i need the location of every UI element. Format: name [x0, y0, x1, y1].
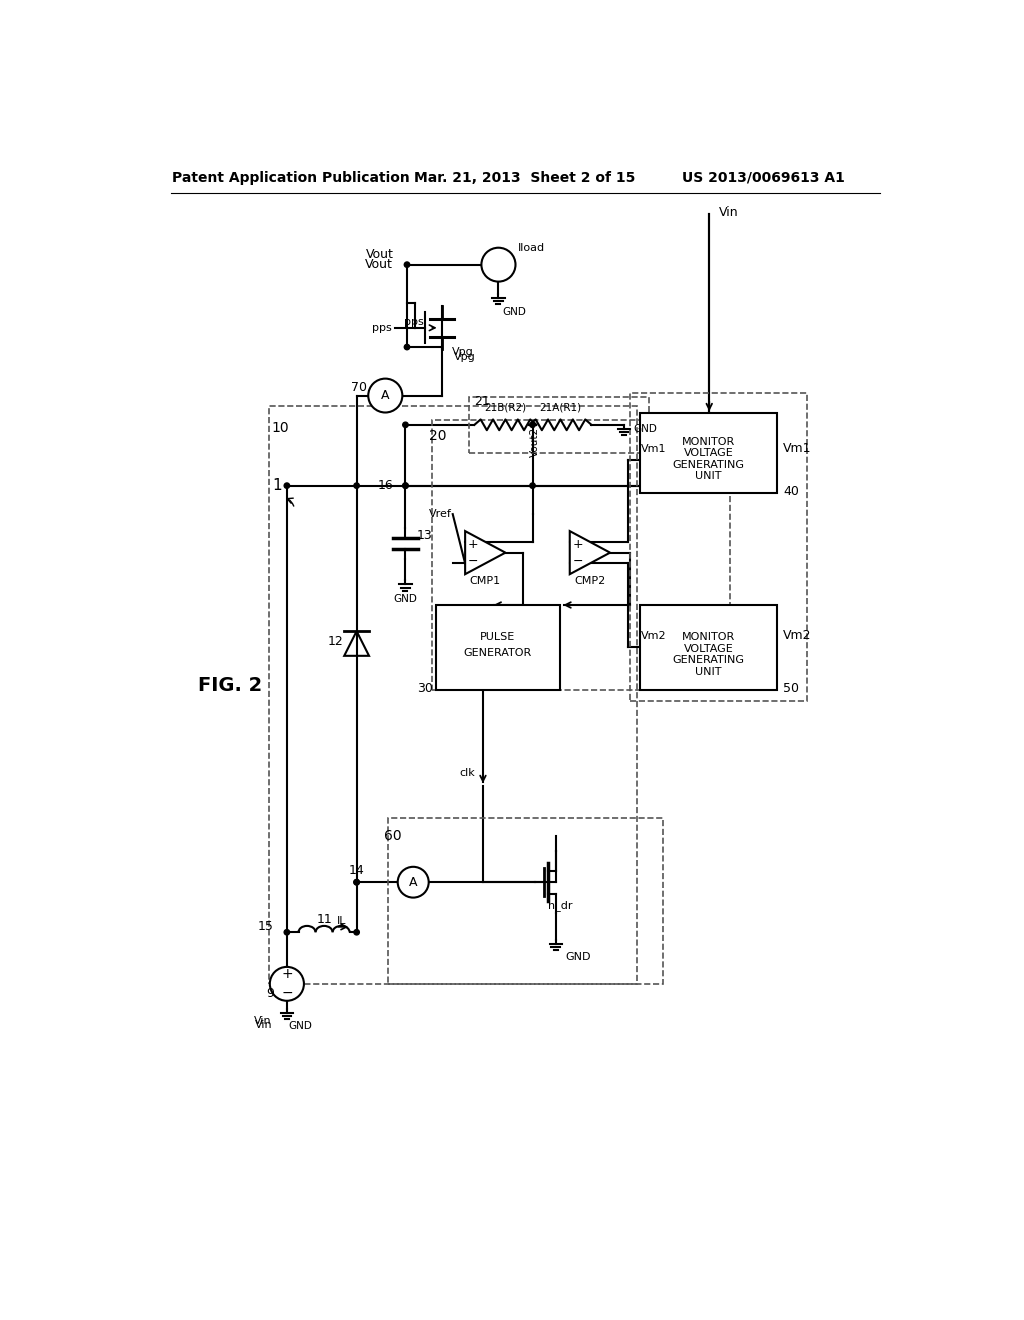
Text: 30: 30	[417, 681, 432, 694]
Text: n_dr: n_dr	[548, 900, 572, 911]
Text: +: +	[572, 537, 583, 550]
Circle shape	[285, 483, 290, 488]
Text: Vm2: Vm2	[641, 631, 667, 640]
Bar	[630, 393, 807, 701]
Circle shape	[404, 261, 410, 268]
Text: 11: 11	[316, 912, 332, 925]
Text: Vin: Vin	[719, 206, 738, 219]
Text: GND: GND	[633, 424, 657, 434]
Text: 50: 50	[783, 681, 799, 694]
Circle shape	[481, 248, 515, 281]
Text: pps: pps	[372, 323, 391, 333]
Circle shape	[404, 345, 410, 350]
Circle shape	[354, 483, 359, 488]
Circle shape	[270, 966, 304, 1001]
Text: GND: GND	[566, 952, 592, 962]
Text: +: +	[281, 966, 293, 981]
Text: US 2013/0069613 A1: US 2013/0069613 A1	[682, 170, 845, 185]
Text: IL: IL	[337, 916, 347, 925]
Text: Vout: Vout	[366, 248, 394, 261]
Bar	[388, 818, 663, 983]
Circle shape	[354, 879, 359, 884]
Circle shape	[402, 483, 409, 488]
Text: 16: 16	[377, 479, 393, 492]
Circle shape	[354, 879, 359, 884]
Text: Mar. 21, 2013  Sheet 2 of 15: Mar. 21, 2013 Sheet 2 of 15	[414, 170, 636, 185]
Text: Iload: Iload	[518, 243, 545, 252]
Text: Patent Application Publication: Patent Application Publication	[172, 170, 410, 185]
Text: 21B(R2): 21B(R2)	[484, 403, 526, 413]
Text: 15: 15	[258, 920, 273, 933]
Text: Vout: Vout	[366, 259, 393, 271]
Bar	[435, 605, 560, 689]
Circle shape	[529, 422, 536, 428]
Text: PULSE: PULSE	[480, 632, 515, 643]
Text: GENERATING: GENERATING	[673, 656, 744, 665]
Text: Vpg: Vpg	[452, 347, 474, 358]
Text: Vm2: Vm2	[783, 630, 811, 643]
Bar	[640, 605, 777, 689]
Text: 1: 1	[272, 478, 282, 494]
Text: −: −	[572, 554, 583, 568]
Text: pps: pps	[404, 317, 424, 326]
Text: FIG. 2: FIG. 2	[199, 676, 262, 696]
Text: 21A(R1): 21A(R1)	[540, 403, 582, 413]
Text: MONITOR: MONITOR	[682, 632, 735, 643]
Text: 70: 70	[350, 381, 367, 395]
Text: 10: 10	[271, 421, 290, 434]
Circle shape	[402, 483, 409, 488]
Text: CMP1: CMP1	[470, 576, 501, 586]
Text: −: −	[281, 986, 293, 1001]
Text: Vout2: Vout2	[529, 426, 540, 457]
Circle shape	[285, 929, 290, 935]
Text: VOLTAGE: VOLTAGE	[684, 644, 733, 653]
Text: GND: GND	[393, 594, 418, 603]
Circle shape	[369, 379, 402, 413]
Text: Vm1: Vm1	[641, 444, 667, 454]
Text: 20: 20	[429, 429, 446, 442]
Text: MONITOR: MONITOR	[682, 437, 735, 446]
Bar	[269, 407, 637, 983]
Text: clk: clk	[460, 768, 475, 777]
Text: VOLTAGE: VOLTAGE	[684, 449, 733, 458]
Text: 21: 21	[474, 395, 490, 408]
Text: Vin: Vin	[255, 1019, 272, 1030]
Text: A: A	[381, 389, 389, 403]
Text: GENERATING: GENERATING	[673, 459, 744, 470]
Text: 13: 13	[417, 529, 433, 543]
Text: 14: 14	[349, 865, 365, 878]
Bar	[432, 420, 730, 689]
Text: Vm1: Vm1	[783, 442, 811, 455]
Bar	[469, 397, 649, 453]
Circle shape	[397, 867, 429, 898]
Text: UNIT: UNIT	[695, 667, 722, 677]
Text: CMP2: CMP2	[574, 576, 605, 586]
Text: GND: GND	[502, 308, 526, 317]
Circle shape	[402, 422, 409, 428]
Text: 12: 12	[328, 635, 343, 648]
Text: 9: 9	[266, 987, 273, 1001]
Text: Vpg: Vpg	[454, 352, 475, 362]
Text: Vref: Vref	[429, 510, 452, 519]
Circle shape	[354, 929, 359, 935]
Text: 60: 60	[384, 829, 401, 843]
Polygon shape	[465, 531, 506, 574]
Text: GND: GND	[288, 1022, 312, 1031]
Text: +: +	[468, 537, 478, 550]
Text: GENERATOR: GENERATOR	[464, 648, 531, 657]
Polygon shape	[569, 531, 610, 574]
Text: A: A	[409, 875, 418, 888]
Text: Vin: Vin	[254, 1016, 271, 1026]
Bar	[640, 413, 777, 494]
Text: −: −	[468, 554, 478, 568]
Circle shape	[529, 483, 536, 488]
Text: 40: 40	[783, 486, 799, 499]
Text: UNIT: UNIT	[695, 471, 722, 482]
